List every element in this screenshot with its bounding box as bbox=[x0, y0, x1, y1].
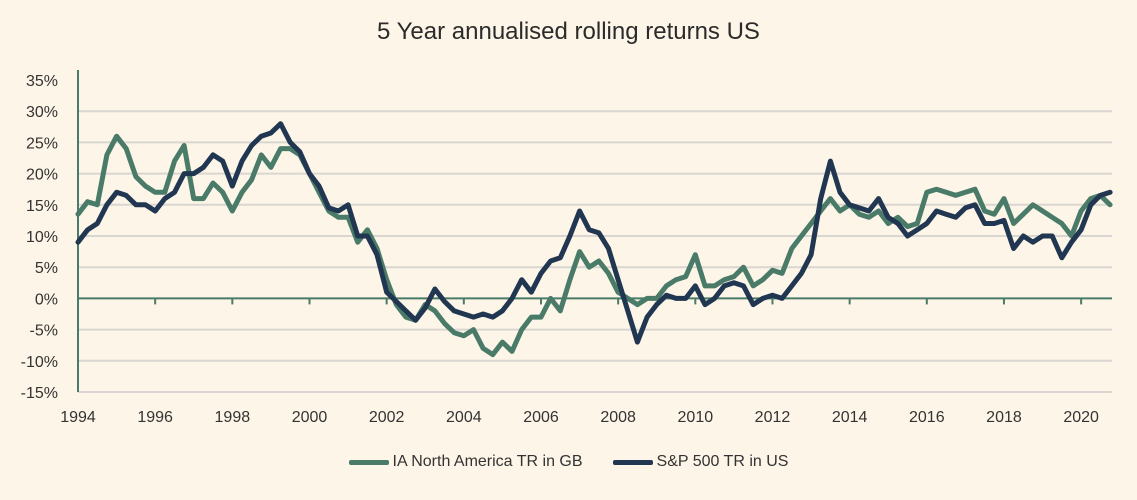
y-tick-label: 25% bbox=[26, 135, 58, 152]
legend-item-sp500: S&P 500 TR in US bbox=[612, 453, 789, 471]
x-tick-label: 2006 bbox=[523, 409, 559, 426]
x-tick-label: 2008 bbox=[600, 409, 636, 426]
y-tick-label: 5% bbox=[35, 260, 58, 277]
y-tick-label: 30% bbox=[26, 104, 58, 121]
y-tick-label: 20% bbox=[26, 167, 58, 184]
chart-title: 5 Year annualised rolling returns US bbox=[377, 18, 760, 45]
y-tick-label: 0% bbox=[35, 291, 58, 308]
legend-swatch-green bbox=[348, 459, 389, 465]
x-tick-label: 2020 bbox=[1063, 409, 1099, 426]
legend-label: S&P 500 TR in US bbox=[656, 453, 789, 470]
y-tick-label: -15% bbox=[21, 385, 58, 402]
x-tick-label: 2000 bbox=[292, 409, 328, 426]
x-tick-label: 2012 bbox=[755, 409, 791, 426]
y-tick-label: -5% bbox=[30, 323, 58, 340]
y-tick-label: 35% bbox=[26, 73, 58, 90]
x-tick-label: 2016 bbox=[909, 409, 945, 426]
x-tick-label: 2004 bbox=[446, 409, 482, 426]
y-tick-label: 15% bbox=[26, 198, 58, 215]
x-tick-label: 2018 bbox=[986, 409, 1022, 426]
series-line-sp500 bbox=[75, 121, 1113, 345]
x-tick-label: 1998 bbox=[215, 409, 251, 426]
x-tick-label: 2010 bbox=[678, 409, 714, 426]
x-tick-label: 2014 bbox=[832, 409, 868, 426]
legend-item-ia-north-america: IA North America TR in GB bbox=[348, 453, 583, 471]
x-tick-label: 2002 bbox=[369, 409, 405, 426]
legend-label: IA North America TR in GB bbox=[392, 453, 583, 470]
legend: IA North America TR in GB S&P 500 TR in … bbox=[0, 453, 1137, 471]
y-tick-label: -10% bbox=[21, 354, 58, 371]
x-tick-label: 1994 bbox=[60, 409, 96, 426]
x-tick-label: 1996 bbox=[137, 409, 173, 426]
legend-swatch-navy bbox=[612, 459, 653, 465]
series-line-ia-north-america bbox=[75, 133, 1113, 358]
y-tick-label: 10% bbox=[26, 229, 58, 246]
